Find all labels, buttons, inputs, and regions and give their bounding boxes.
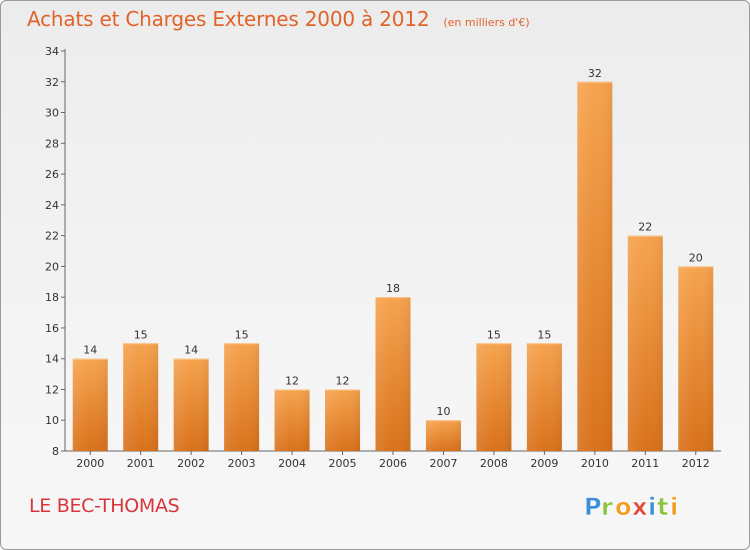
- svg-text:i: i: [670, 493, 678, 521]
- svg-text:r: r: [601, 493, 613, 521]
- place-name: LE BEC-THOMAS: [29, 495, 180, 517]
- y-tick-label: 16: [45, 322, 59, 335]
- y-tick-label: 18: [45, 291, 59, 304]
- svg-text:P: P: [584, 493, 602, 521]
- x-tick-label: 2005: [329, 457, 357, 470]
- value-label-2003: 15: [235, 328, 249, 341]
- value-label-2005: 12: [336, 374, 350, 387]
- x-tick-label: 2000: [76, 457, 104, 470]
- svg-text:t: t: [657, 493, 668, 521]
- bar-shine: [526, 343, 562, 451]
- value-label-2008: 15: [487, 328, 501, 341]
- y-tick-label: 8: [52, 445, 59, 458]
- value-label-2006: 18: [386, 282, 400, 295]
- value-label-2010: 32: [588, 67, 602, 80]
- y-tick-label: 32: [45, 76, 59, 89]
- x-tick-label: 2010: [581, 457, 609, 470]
- chart-subtitle: (en milliers d'€): [443, 16, 530, 29]
- x-tick-label: 2011: [631, 457, 659, 470]
- bar-shine: [627, 235, 663, 451]
- x-tick-label: 2009: [530, 457, 558, 470]
- title-row: Achats et Charges Externes 2000 à 2012 (…: [27, 7, 530, 31]
- x-axis: 2000 2001 2002 2003 2004 2005 2006 2007 2008 2009…: [65, 450, 721, 470]
- bar-shine: [274, 389, 310, 451]
- bar-shine: [678, 266, 714, 451]
- y-tick-label: 34: [45, 45, 59, 58]
- y-tick-label: 22: [45, 230, 59, 243]
- value-label-2004: 12: [285, 374, 299, 387]
- x-tick-label: 2012: [682, 457, 710, 470]
- bar-shine: [224, 343, 260, 451]
- bar-shine: [425, 420, 461, 451]
- value-label-2002: 14: [184, 344, 198, 357]
- x-tick-label: 2003: [228, 457, 256, 470]
- x-tick-label: 2004: [278, 457, 306, 470]
- proxiti-logo[interactable]: P r o x i t i: [584, 489, 694, 523]
- value-label-2009: 15: [537, 328, 551, 341]
- bar-shine: [123, 343, 159, 451]
- value-label-2011: 22: [638, 221, 652, 234]
- value-label-2012: 20: [689, 251, 703, 264]
- y-tick-label: 24: [45, 199, 59, 212]
- bar-shine: [325, 389, 361, 451]
- y-tick-label: 28: [45, 137, 59, 150]
- bars: [72, 81, 714, 452]
- value-label-2007: 10: [436, 405, 450, 418]
- value-label-2001: 15: [134, 328, 148, 341]
- chart-title: Achats et Charges Externes 2000 à 2012: [27, 7, 430, 31]
- y-tick-label: 12: [45, 383, 59, 396]
- x-tick-label: 2002: [177, 457, 205, 470]
- bar-shine: [72, 358, 108, 451]
- y-tick-label: 20: [45, 260, 59, 273]
- bar-shine: [577, 81, 613, 452]
- y-tick-label: 10: [45, 414, 59, 427]
- svg-text:i: i: [648, 493, 656, 521]
- x-tick-label: 2001: [127, 457, 155, 470]
- bar-shine: [173, 358, 209, 451]
- y-tick-label: 30: [45, 107, 59, 120]
- bar-shine: [476, 343, 512, 451]
- bar-shine: [375, 297, 411, 451]
- value-labels: 14 15 14 15 12 12 18 10 15 15 32 22 20: [83, 67, 703, 418]
- value-label-2000: 14: [83, 344, 97, 357]
- x-tick-label: 2006: [379, 457, 407, 470]
- y-tick-label: 26: [45, 168, 59, 181]
- y-tick-label: 14: [45, 353, 59, 366]
- svg-text:o: o: [615, 493, 632, 521]
- x-tick-label: 2008: [480, 457, 508, 470]
- y-axis: 8 10 12 14 16 18 20 22 24 26 28 30 32 34: [45, 45, 66, 458]
- svg-text:x: x: [632, 493, 648, 521]
- x-tick-label: 2007: [429, 457, 457, 470]
